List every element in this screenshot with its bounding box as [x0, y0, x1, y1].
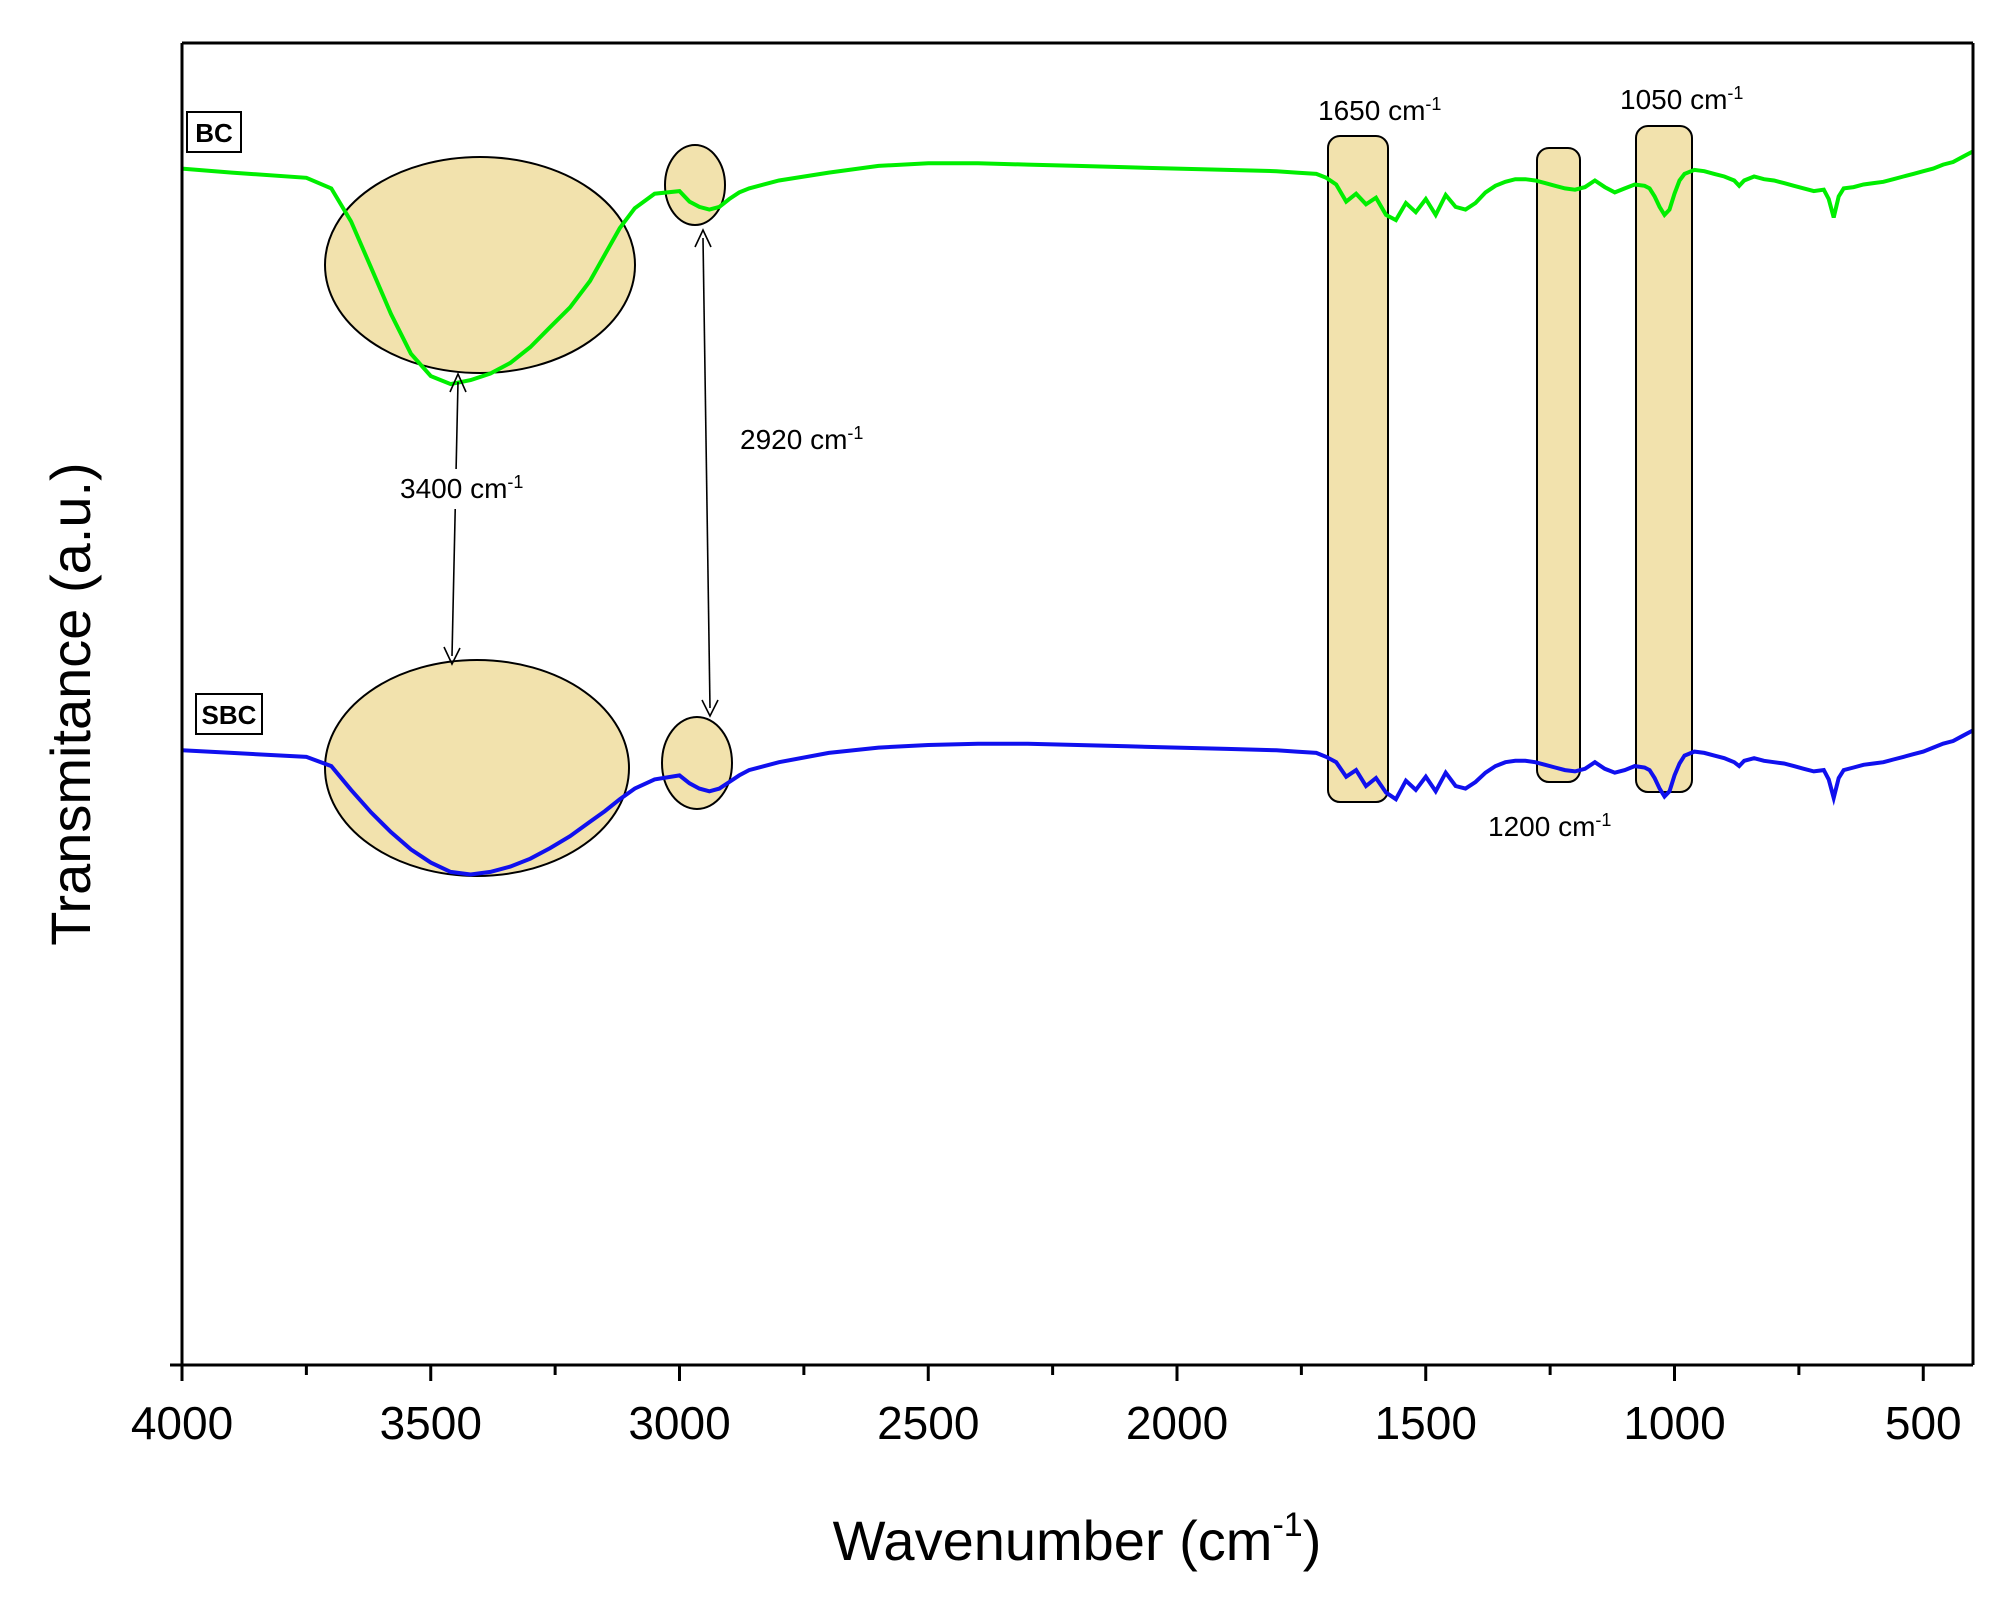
highlight-3400-sbc [324, 659, 630, 877]
x-tick-label: 3000 [628, 1397, 730, 1449]
arrow-2920 [702, 237, 711, 709]
x-ticks: 4000 3500 3000 2500 2000 1500 1000 500 [131, 1365, 1962, 1449]
highlight-1650-band [1327, 135, 1389, 803]
arrow-2920-head-top [694, 228, 712, 248]
axes: 4000 3500 3000 2500 2000 1500 1000 500 [131, 41, 1975, 1449]
arrow-3400-head-top [449, 372, 467, 393]
highlight-1050-band [1635, 125, 1693, 793]
highlight-1200-band [1536, 147, 1581, 783]
x-tick-label: 1000 [1623, 1397, 1725, 1449]
x-tick-label: 2500 [877, 1397, 979, 1449]
y-axis-title: Transmitance (a.u.) [39, 462, 102, 945]
annotation-1050: 1050 cm-1 [1620, 83, 1743, 115]
highlight-2920-bc [664, 144, 726, 226]
x-tick-label: 4000 [131, 1397, 233, 1449]
series-label-sbc-box [195, 693, 263, 735]
x-axis-title: Wavenumber (cm-1) [833, 1506, 1322, 1572]
arrow-3400 [451, 381, 459, 657]
series-label-bc: BC [195, 118, 233, 148]
annotation-arrows [443, 228, 719, 718]
series-label-bc-box [186, 111, 242, 153]
x-tick-label: 500 [1885, 1397, 1962, 1449]
annotation-1650: 1650 cm-1 [1318, 94, 1441, 126]
annotation-3400: 3400 cm-1 [400, 472, 523, 504]
series-sbc-line [181, 728, 1974, 877]
x-tick-label: 1500 [1375, 1397, 1477, 1449]
series-label-sbc: SBC [202, 700, 257, 730]
x-tick-label: 3500 [380, 1397, 482, 1449]
series-group [181, 149, 1974, 877]
x-tick-label: 2000 [1126, 1397, 1228, 1449]
highlight-regions [324, 125, 1693, 877]
highlight-2920-sbc [661, 716, 733, 810]
annotation-2920: 2920 cm-1 [740, 423, 863, 455]
arrow-3400-head-bottom [443, 646, 461, 666]
label-bg-2920 [735, 420, 895, 460]
series-bc-line [181, 149, 1974, 387]
arrow-2920-head-bottom [701, 699, 719, 718]
label-bg-3400 [395, 469, 555, 509]
annotation-1200: 1200 cm-1 [1488, 810, 1611, 842]
